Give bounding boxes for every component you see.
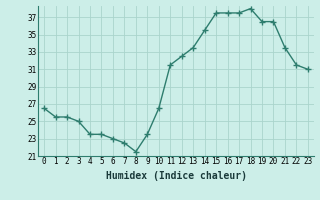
X-axis label: Humidex (Indice chaleur): Humidex (Indice chaleur) bbox=[106, 171, 246, 181]
